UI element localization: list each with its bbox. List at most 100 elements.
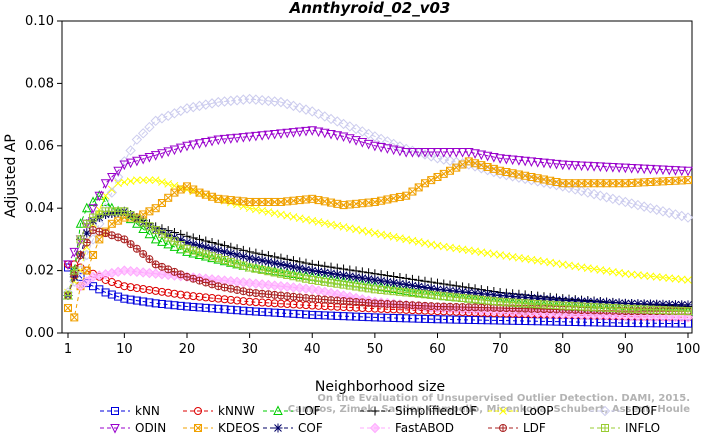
data-point-loop [464, 246, 473, 255]
data-point-knn-shape [345, 312, 354, 321]
data-point-loop [533, 256, 542, 265]
data-point-ldof [200, 99, 211, 110]
data-point-kdeos-cross [89, 251, 97, 259]
data-point-ldof [676, 210, 687, 222]
data-point-ldof-shape [144, 121, 155, 133]
data-point-ldof [576, 185, 587, 197]
data-point-fastabod-shape [281, 281, 293, 293]
data-point-ldof [206, 98, 218, 109]
data-point-cof-shape [670, 300, 680, 310]
data-point-cof [314, 267, 324, 277]
data-point-ldof-shape [250, 94, 262, 105]
data-point-loop-shape [289, 213, 298, 221]
data-point-ldf-plus [189, 275, 197, 283]
data-point-loop [558, 260, 567, 269]
data-point-ldof-shape [269, 96, 280, 107]
data-point-fastabod-shape [75, 280, 86, 292]
data-point-cof [627, 299, 637, 309]
data-point-ldof [288, 100, 299, 112]
data-point-odin [664, 165, 675, 176]
data-point-knn [427, 315, 436, 324]
data-point-knnw [151, 286, 160, 295]
data-point-ldf-plus [221, 283, 229, 291]
data-point-knn [157, 299, 166, 308]
data-point-ldof-shape [131, 134, 143, 145]
data-point-cof-shape [570, 296, 580, 306]
data-point-kdeos-shape [596, 179, 605, 188]
data-point-odin-shape [426, 148, 437, 158]
data-point-fastabod-shape [256, 279, 268, 290]
data-point-knn-shape [458, 315, 467, 324]
data-point-knnw [176, 290, 185, 299]
data-point-lof-shape [150, 233, 161, 244]
data-point-kdeos-shape [352, 199, 361, 208]
data-point-knnw-shape [208, 294, 217, 303]
data-point-odin [438, 148, 449, 158]
data-point-cof [583, 296, 593, 306]
data-point-knn [433, 315, 442, 324]
data-point-kdeos-shape [370, 197, 379, 206]
data-point-cof [470, 288, 480, 298]
data-point-loop-shape [427, 240, 436, 249]
data-point-odin [557, 160, 568, 171]
data-point-ldof [106, 187, 118, 198]
data-point-cof [407, 281, 417, 291]
data-point-kdeos-shape [489, 164, 498, 173]
data-point-knn-shape [370, 313, 379, 322]
data-point-knn-shape [101, 288, 110, 297]
data-point-odin-shape [113, 166, 123, 177]
data-point-cof [320, 267, 330, 277]
data-point-knn [471, 316, 480, 325]
legend-label-ldf: LDF [523, 421, 546, 434]
legend-marker-fastabod-shape [369, 422, 381, 434]
data-point-cof [495, 291, 505, 301]
data-point-kdeos-shape [283, 197, 292, 206]
data-point-ldof-shape [607, 193, 619, 205]
data-point-cof [257, 256, 267, 266]
data-point-knnw-shape [264, 298, 273, 307]
data-point-cof [188, 239, 198, 249]
data-point-knn-shape [120, 294, 129, 303]
data-point-cof [683, 300, 693, 310]
data-point-cof-shape [251, 254, 261, 264]
data-point-loop [302, 215, 310, 224]
data-point-knnw-shape [276, 299, 285, 308]
data-point-odin-shape [332, 131, 343, 141]
data-point-cof-shape [589, 297, 599, 307]
y-tick-label: 0.08 [25, 76, 54, 91]
legend-marker-ldof-shape [599, 405, 611, 417]
data-point-kdeos-shape [264, 197, 273, 206]
data-point-odin-shape [125, 158, 136, 169]
data-point-kdeos-shape [233, 196, 242, 205]
data-point-odin-shape [119, 160, 130, 171]
data-point-loop [583, 264, 592, 272]
data-point-kdeos-shape [477, 161, 486, 170]
data-point-ldof [419, 149, 431, 160]
legend-marker-ldf [499, 424, 507, 432]
data-point-ldof-shape [162, 110, 174, 122]
y-tick-label: 0.06 [25, 139, 54, 154]
data-point-loop-shape [151, 176, 160, 184]
data-point-odin-shape [382, 144, 393, 154]
data-point-ldof-shape [288, 100, 299, 112]
data-point-knnw-shape [258, 298, 267, 307]
data-point-ldf-plus [133, 245, 141, 253]
legend-marker-loop-shape [499, 407, 507, 415]
data-point-loop [615, 268, 623, 277]
data-point-inflo [245, 263, 254, 272]
data-point-fastabod [137, 267, 149, 278]
data-point-kdeos-shape [245, 197, 254, 206]
data-point-odin-shape [551, 159, 562, 170]
legend-label-inflo: INFLO [625, 421, 660, 434]
data-point-cof [476, 289, 486, 299]
data-point-cof [633, 299, 643, 309]
data-point-knn [145, 298, 154, 307]
data-point-fastabod [250, 278, 262, 289]
data-point-cof [332, 269, 342, 279]
data-point-knnw [270, 299, 279, 308]
legend-marker-cof [273, 423, 283, 433]
data-point-odin-shape [357, 138, 368, 148]
data-point-kdeos [89, 251, 98, 259]
data-point-knnw [189, 292, 198, 301]
data-point-loop [527, 255, 536, 264]
